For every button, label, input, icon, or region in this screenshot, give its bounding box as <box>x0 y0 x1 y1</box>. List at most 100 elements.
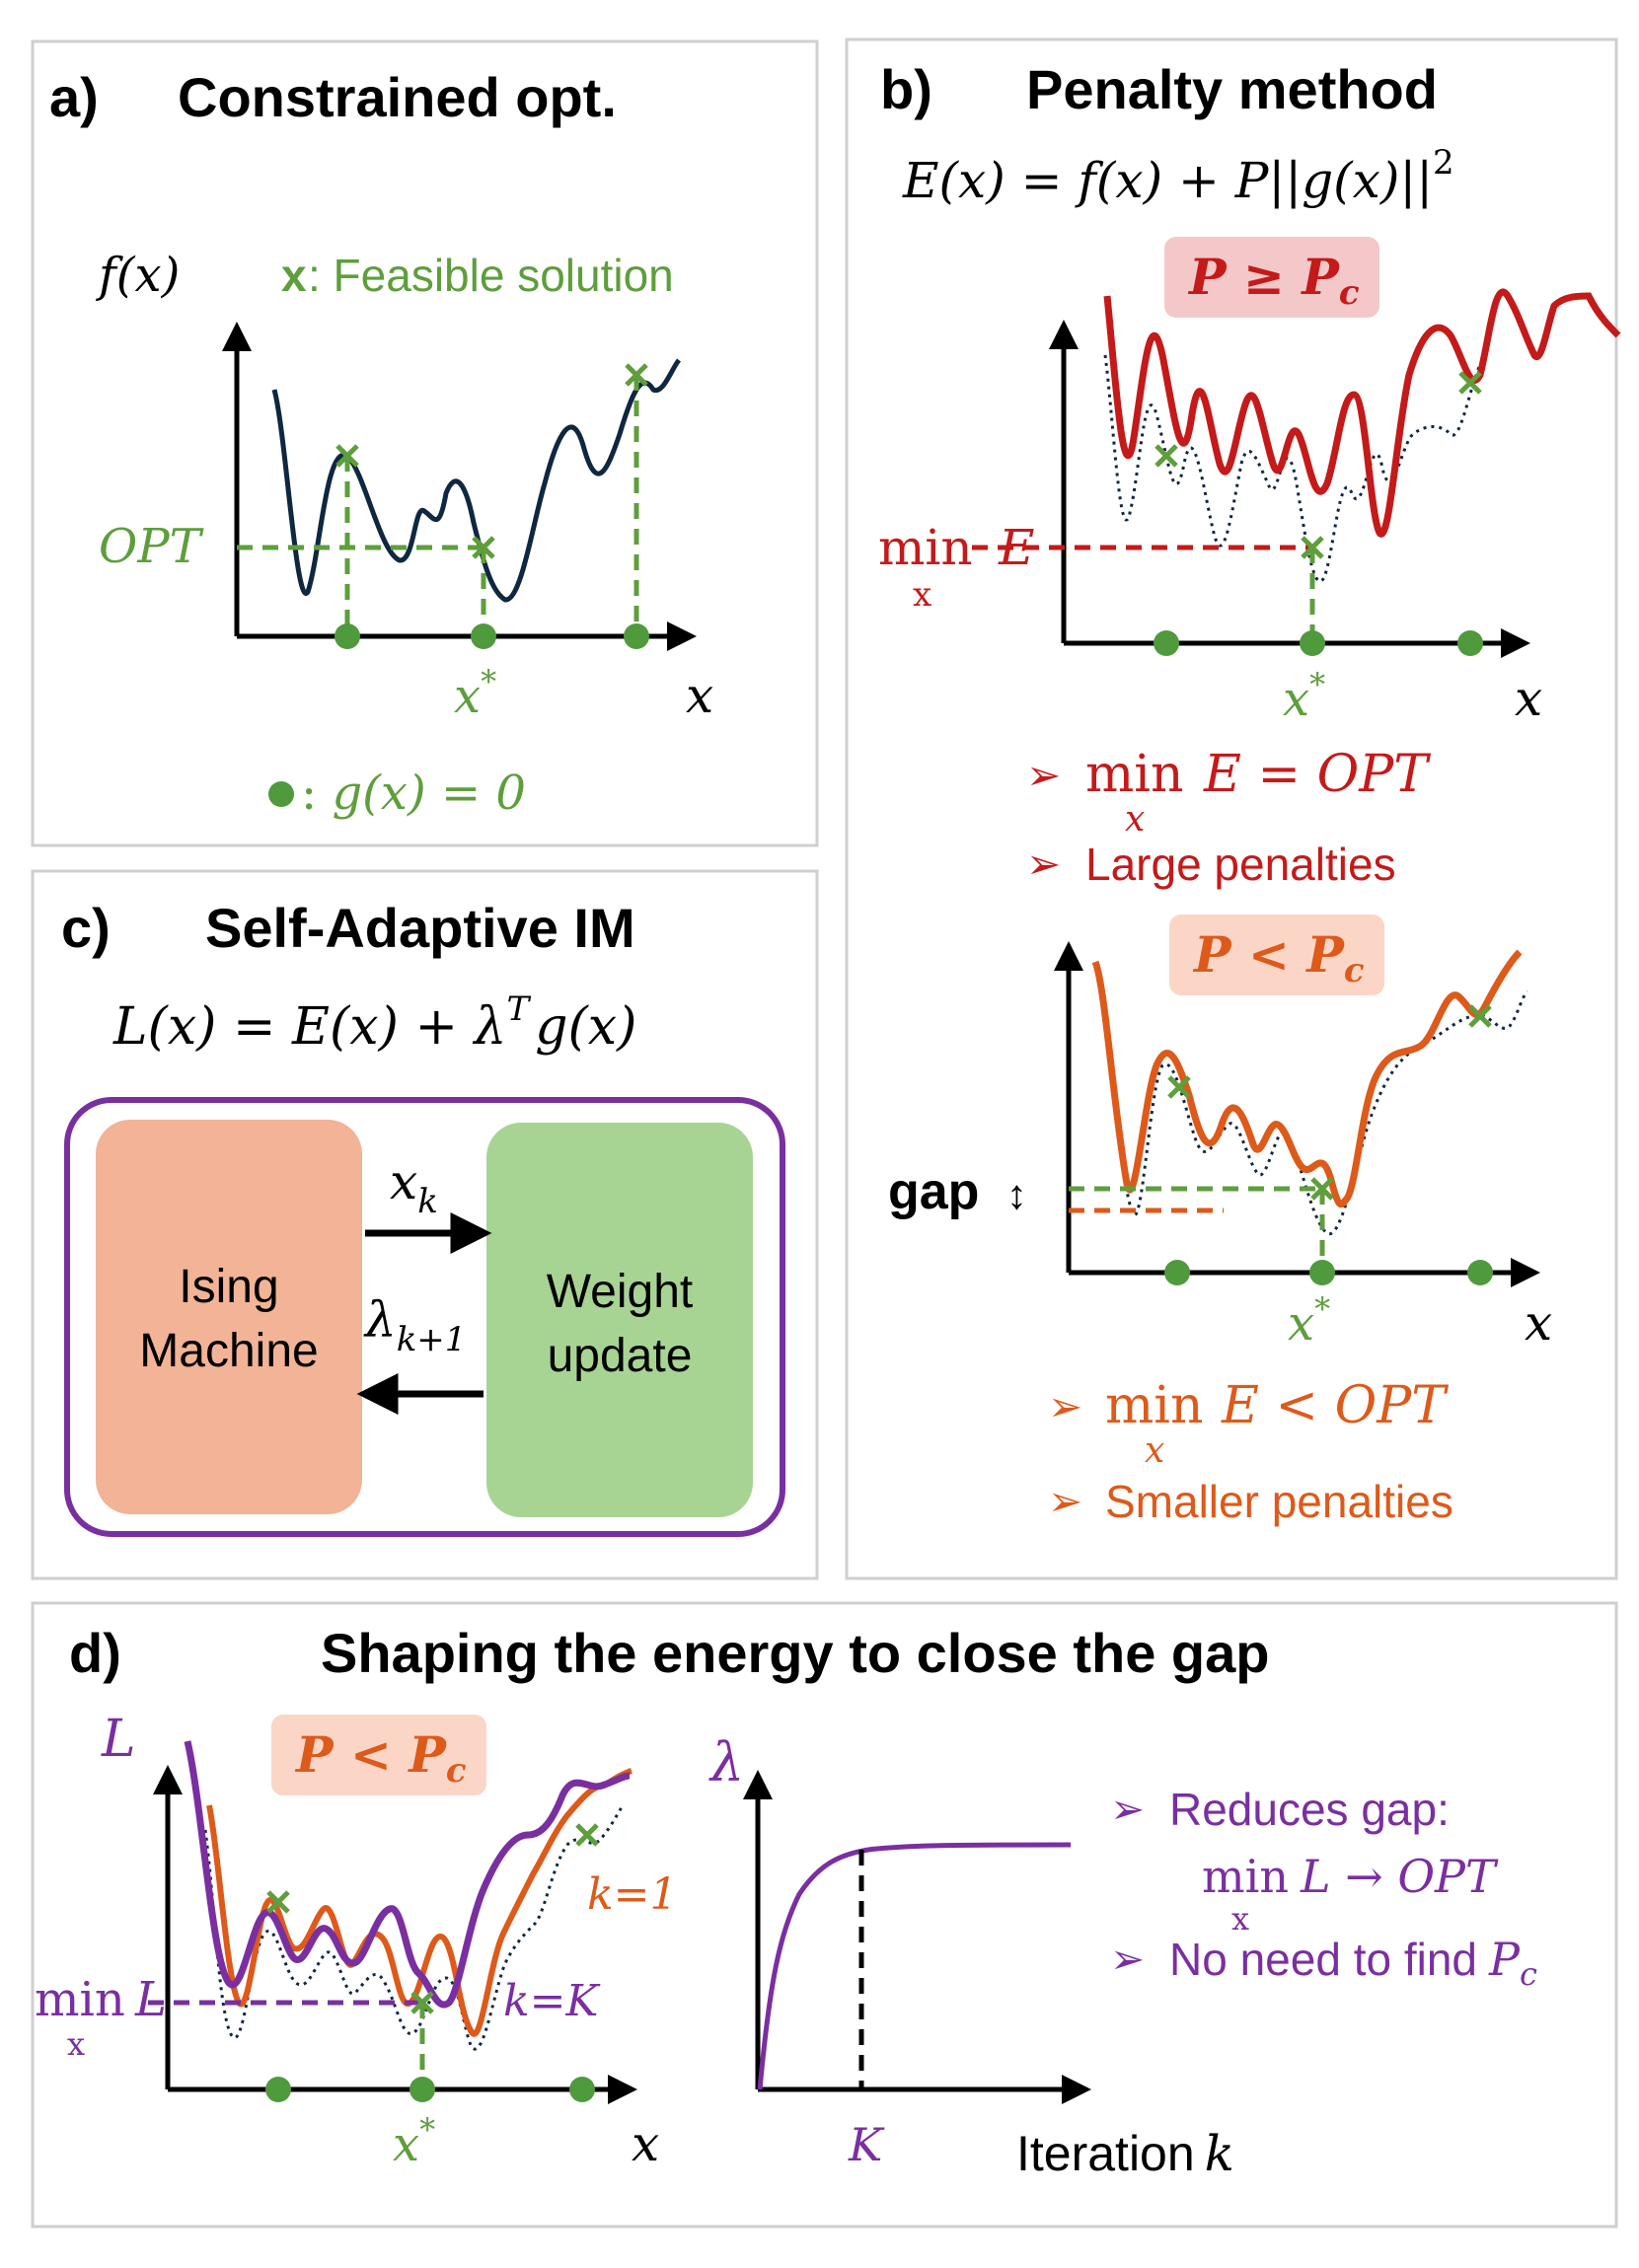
feasible-cross <box>335 444 359 468</box>
d-x-label: x <box>632 2115 659 2172</box>
feedback-loop-frame <box>64 1097 785 1537</box>
panel-d-badge <box>271 1715 486 1795</box>
feasible-cross <box>1458 371 1482 395</box>
lower-feasible-marks <box>1167 1004 1492 1201</box>
panel-d-letter: d) <box>69 1622 121 1684</box>
d-x-star: x* <box>393 2111 435 2172</box>
panel-c-letter: c) <box>61 897 111 959</box>
min-e-label: min xE <box>878 519 1035 615</box>
lambda-y-label: λ <box>708 1731 744 1793</box>
bullet-min-l-opt: min xL → OPT <box>1202 1850 1499 1938</box>
lower-energy-curve <box>1091 949 1523 1208</box>
constraint-point <box>471 623 496 649</box>
weight-update-box <box>486 1123 753 1517</box>
panel-a: a) Constrained opt. f(x) x : Feasible so… <box>31 39 819 847</box>
objective-curve <box>271 358 682 603</box>
bullet-no-pc: No need to find Pc <box>1169 1933 1537 1993</box>
large-penalty-badge-text: P ≥ Pc <box>1187 248 1360 313</box>
ising-machine-line2: Machine <box>139 1325 318 1377</box>
constraint-legend-text: : g(x) = 0 <box>301 766 526 821</box>
bullet-arrow: ➢ <box>1026 841 1061 887</box>
lambda-arrow-label: λk+1 <box>363 1291 466 1359</box>
panel-d-badge-text: P < Pc <box>294 1725 467 1791</box>
iteration-label: Iteration k <box>1016 2125 1234 2182</box>
panel-b: b) Penalty method E(x) = f(x) + P||g(x)|… <box>845 37 1621 1580</box>
small-penalty-badge-text: P < Pc <box>1192 925 1365 990</box>
feasible-cross <box>1310 1177 1334 1201</box>
kK-label: k=K <box>503 1976 601 2026</box>
bullet-arrow: ➢ <box>1026 752 1061 798</box>
upper-x-star: x* <box>1283 666 1325 727</box>
feasible-cross <box>1301 536 1324 559</box>
constraint-point <box>1154 630 1179 656</box>
upper-x-label: x <box>1515 670 1542 727</box>
feasible-cross <box>266 1890 290 1914</box>
constraint-point <box>1309 1260 1335 1285</box>
lambda-curve <box>757 1842 1072 2090</box>
upper-feasible-marks <box>1155 371 1482 559</box>
upper-energy-curve <box>1103 288 1621 538</box>
penalty-equation: E(x) = f(x) + P||g(x)||2 <box>902 143 1454 209</box>
panel-a-letter: a) <box>49 66 99 128</box>
bullet-min-e-less-opt: min xE < OPT <box>1105 1376 1449 1471</box>
bullet-large-penalties: Large penalties <box>1085 839 1396 890</box>
bullet-arrow: ➢ <box>1048 1478 1082 1524</box>
large-penalty-badge <box>1164 237 1379 318</box>
state-arrow-label: xk <box>390 1153 438 1221</box>
feasible-cross <box>1468 1004 1492 1028</box>
constraint-point <box>624 623 649 649</box>
panel-a-y-label: f(x) <box>96 248 180 303</box>
panel-b-letter: b) <box>880 58 932 120</box>
gap-label: gap <box>888 1163 979 1220</box>
lower-x-label: x <box>1525 1294 1552 1352</box>
constraint-point <box>265 2077 291 2102</box>
ising-machine-box <box>96 1120 362 1514</box>
constraint-legend-dot <box>268 781 294 807</box>
panel-a-frame <box>31 39 819 847</box>
gap-arrow: ↕ <box>1006 1171 1027 1217</box>
bullet-min-e-opt: min xE = OPT <box>1085 745 1431 840</box>
bullet-arrow: ➢ <box>1110 1786 1145 1832</box>
bullet-smaller-penalties: Smaller penalties <box>1105 1476 1453 1527</box>
panel-c-title: Self-Adaptive IM <box>205 897 635 959</box>
weight-update-line1: Weight <box>547 1266 694 1318</box>
panel-d: d) Shaping the energy to close the gap L… <box>31 1601 1618 2229</box>
small-penalty-badge <box>1169 915 1384 995</box>
constraint-point <box>1164 1260 1190 1285</box>
panel-b-title: Penalty method <box>1026 58 1438 120</box>
panel-c: c) Self-Adaptive IM L(x) = E(x) + λT g(x)… <box>31 869 819 1580</box>
panel-a-title: Constrained opt. <box>178 66 617 128</box>
feasible-cross <box>1167 1075 1191 1099</box>
lower-x-star: x* <box>1288 1290 1330 1352</box>
d-lagrangian-kK-curve <box>184 1740 631 2009</box>
panel-d-title: Shaping the energy to close the gap <box>321 1622 1270 1684</box>
K-label: K <box>848 2118 885 2171</box>
x-star-label: x* <box>454 663 496 724</box>
constraint-point <box>335 623 360 649</box>
feasible-cross <box>472 536 495 559</box>
panel-a-x-label: x <box>686 667 713 724</box>
constraint-point <box>1467 1260 1493 1285</box>
feasible-cross <box>575 1823 599 1847</box>
d-feasible-marks <box>266 1823 599 2014</box>
constraint-point <box>410 2077 435 2102</box>
opt-label: OPT <box>99 519 204 574</box>
lagrangian-equation: L(x) = E(x) + λT g(x) <box>112 989 636 1057</box>
feasible-cross <box>1155 444 1178 468</box>
panel-d-frame <box>31 1601 1618 2229</box>
bullet-arrow: ➢ <box>1048 1383 1082 1429</box>
ising-machine-line1: Ising <box>179 1261 278 1313</box>
bullet-arrow: ➢ <box>1110 1936 1145 1982</box>
bullet-reduces-gap: Reduces gap: <box>1169 1784 1450 1835</box>
feasible-cross <box>625 363 648 387</box>
k1-label: k=1 <box>587 1869 678 1920</box>
constraint-point <box>1457 630 1483 656</box>
min-l-label: min xL <box>35 1972 167 2063</box>
weight-update-line2: update <box>548 1330 693 1382</box>
constraint-point <box>1300 630 1325 656</box>
constraint-point <box>569 2077 595 2102</box>
panel-d-y-label: L <box>101 1710 136 1769</box>
feasible-legend-marker: x <box>281 250 307 301</box>
feasible-cross <box>410 1991 434 2014</box>
feasible-cross-marks <box>335 363 648 559</box>
